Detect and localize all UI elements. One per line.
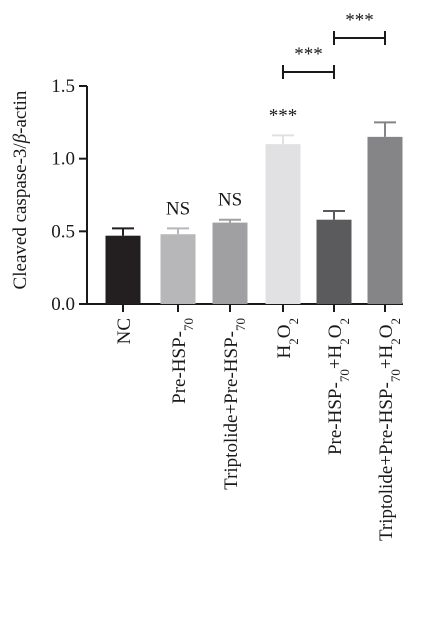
bar: [265, 144, 301, 304]
x-tick-label: NC: [114, 318, 135, 344]
subscript: 2: [286, 338, 301, 345]
significance-label: NS: [166, 198, 190, 219]
x-tick-label-group: Pre-HSP-70+H2O2: [325, 318, 352, 455]
bars: [105, 121, 403, 304]
significance-label: NS: [218, 190, 242, 211]
label-part: +H: [376, 344, 397, 369]
subscript: 0: [233, 318, 248, 325]
y-axis-title: Cleaved caspase-3/β-actin: [10, 90, 31, 289]
x-tick-label: Pre-HSP-70: [169, 318, 196, 404]
subscript: 0: [337, 369, 352, 376]
significance-label: ***: [269, 105, 298, 126]
label-part: O: [325, 325, 346, 339]
x-tick-label-group: Pre-HSP-70: [169, 318, 196, 404]
x-tick-label: H2O2: [274, 318, 301, 358]
subscript: 7: [337, 375, 352, 382]
comparison-label: ***: [294, 44, 323, 65]
x-axis: [87, 303, 403, 312]
label-part: H: [274, 344, 295, 358]
y-axis-title-prefix: Cleaved caspase-3/: [10, 143, 31, 290]
label-part: +H: [325, 344, 346, 369]
x-tick-label: Triptolide+Pre-HSP-70: [221, 318, 248, 490]
subscript: 2: [337, 318, 352, 325]
subscript: 2: [388, 318, 403, 325]
x-tick-label-group: Triptolide+Pre-HSP-70+H2O2: [376, 318, 403, 541]
subscript: 0: [388, 369, 403, 376]
subscript: 7: [388, 375, 403, 382]
y-axis-title-beta: β: [10, 133, 31, 144]
label-part: Triptolide+Pre-HSP-: [376, 382, 397, 541]
bar: [212, 222, 248, 304]
label-part: Pre-HSP-: [169, 331, 190, 404]
subscript: 7: [181, 324, 196, 331]
x-tick-label-group: Triptolide+Pre-HSP-70: [221, 318, 248, 490]
y-tick-label: 1.5: [51, 76, 75, 97]
label-part: O: [274, 325, 295, 339]
y-axis: 0.0 0.5 1.0 1.5: [51, 76, 88, 315]
y-axis-title-suffix: -actin: [10, 90, 31, 134]
bar: [160, 234, 196, 304]
y-tick-label: 0.5: [51, 221, 75, 242]
subscript: 0: [181, 318, 196, 325]
label-part: Pre-HSP-: [325, 382, 346, 455]
bar: [316, 219, 352, 304]
label-part: O: [376, 325, 397, 339]
label-part: Triptolide+Pre-HSP-: [221, 331, 242, 490]
bar: [367, 136, 403, 304]
subscript: 2: [388, 338, 403, 345]
y-tick-label: 0.0: [51, 294, 75, 315]
x-tick-label-group: NC: [114, 318, 135, 344]
y-tick-label: 1.0: [51, 149, 75, 170]
annotations: NS NS *** *** ***: [166, 10, 386, 219]
subscript: 2: [286, 318, 301, 325]
x-tick-label-group: H2O2: [274, 318, 301, 358]
subscript: 2: [337, 338, 352, 345]
label-part: NC: [114, 318, 135, 344]
x-tick-label: Triptolide+Pre-HSP-70+H2O2: [376, 318, 403, 541]
subscript: 7: [233, 324, 248, 331]
bar: [105, 235, 141, 304]
category-labels: NC Pre-HSP-70Triptolide+Pre-HSP-70H2O2Pre…: [114, 318, 403, 541]
y-axis-title-group: Cleaved caspase-3/β-actin: [10, 90, 31, 289]
x-tick-label: Pre-HSP-70+H2O2: [325, 318, 352, 455]
comparison-label: ***: [345, 10, 374, 31]
